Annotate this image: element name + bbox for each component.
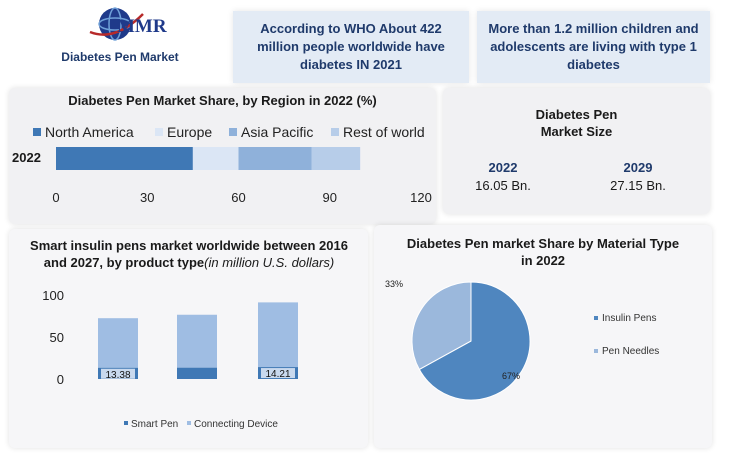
legend-label-europe: Europe (167, 124, 213, 140)
legend-swatch-asia-pacific (229, 128, 237, 136)
bar-connecting-device-2016 (98, 318, 138, 368)
region-chart-title: Diabetes Pen Market Share, by Region in … (68, 93, 377, 108)
smart-pen-chart-title: Smart insulin pens market worldwide betw… (29, 237, 349, 271)
market-size-title-line1: Diabetes Pen (535, 107, 618, 122)
pie-slice-insulin-pens (418, 281, 531, 401)
x-tick-label: 120 (410, 190, 432, 205)
data-label-smart-pen-2016: 13.38 (105, 370, 130, 381)
x-tick-label: 30 (140, 190, 154, 205)
legend-label-pen-needles: Pen Needles (602, 346, 659, 357)
legend-label-asia-pacific: Asia Pacific (241, 124, 314, 140)
fact-text-children: More than 1.2 million children and adole… (488, 21, 699, 72)
bar-segment-europe (192, 147, 239, 170)
bar-connecting-device-2021 (177, 314, 217, 368)
bar-segment-north-america (56, 147, 193, 170)
market-size-title-line2: Market Size (540, 124, 613, 139)
fact-text-who: According to WHO About 422 million peopl… (257, 21, 445, 72)
bar-segment-rest-of-world (311, 147, 361, 170)
region-share-panel: Diabetes Pen Market Share, by Region in … (9, 88, 436, 224)
legend-label-smart-pen: Smart Pen (131, 419, 178, 430)
legend-swatch-rest-of-world (331, 128, 339, 136)
smart-pen-stacked-bars: 100 50 0 13.38 14.21 Smart Pen Connecting Devi… (42, 288, 298, 430)
legend-swatch-connecting-device (187, 421, 191, 425)
smart-pen-title-main: Smart insulin pens market worldwide betw… (30, 238, 348, 270)
smart-pen-panel: Smart insulin pens market worldwide betw… (9, 229, 368, 448)
material-share-panel: Diabetes Pen market Share by Material Ty… (374, 225, 712, 448)
pie-slice-pen-needles (411, 281, 472, 371)
legend-asia-pacific: Asia Pacific (229, 124, 313, 140)
fact-box-who: According to WHO About 422 million peopl… (233, 11, 469, 83)
mmr-logo: MMR Diabetes Pen Market (60, 4, 200, 64)
brand-name: MMR (117, 16, 167, 37)
region-stacked-bar: 0 30 60 90 120 (52, 147, 432, 205)
fact-box-children: More than 1.2 million children and adole… (477, 11, 710, 83)
market-size-year-2029: 2029 (623, 160, 653, 175)
market-size-year-2022: 2022 (488, 160, 518, 175)
bar-connecting-device-2027 (258, 302, 298, 368)
region-category-label: 2022 (12, 150, 41, 165)
legend-label-connecting-device: Connecting Device (194, 419, 278, 430)
bar-smart-pen-2021 (177, 367, 217, 379)
x-tick-label: 90 (323, 190, 337, 205)
market-size-value-2029: 27.15 Bn. (610, 178, 666, 193)
legend-swatch-smart-pen (124, 421, 128, 425)
x-tick-label: 60 (231, 190, 245, 205)
legend-swatch-north-america (33, 128, 41, 136)
smart-pen-title-unit: (in million U.S. dollars) (204, 255, 335, 270)
market-size-value-2022: 16.05 Bn. (475, 178, 531, 193)
x-tick-label: 0 (52, 190, 59, 205)
legend-swatch-insulin-pens (594, 316, 598, 320)
legend-label-north-america: North America (45, 124, 134, 140)
data-label-bg (101, 368, 135, 379)
material-chart-title: Diabetes Pen market Share by Material Ty… (406, 236, 680, 268)
legend-swatch-pen-needles (594, 349, 598, 353)
pie-data-label-insulin-pens: 67% (502, 371, 520, 381)
pie-data-label-pen-needles: 33% (385, 279, 403, 289)
y-tick-label: 100 (42, 288, 64, 303)
bar-segment-asia-pacific (238, 147, 312, 170)
globe-icon (89, 7, 144, 41)
legend-north-america: North America (33, 124, 134, 140)
legend-label-insulin-pens: Insulin Pens (602, 313, 656, 324)
y-tick-label: 0 (57, 372, 64, 387)
data-label-bg (261, 368, 295, 379)
legend-rest-of-world: Rest of world (331, 124, 425, 140)
legend-europe: Europe (155, 124, 212, 140)
legend-label-rest-of-world: Rest of world (343, 124, 425, 140)
page-subtitle: Diabetes Pen Market (61, 50, 179, 64)
market-size-panel: Diabetes Pen Market Size 2022 16.05 Bn. … (443, 88, 710, 214)
data-label-smart-pen-2027: 14.21 (265, 369, 290, 380)
legend-swatch-europe (155, 128, 163, 136)
y-tick-label: 50 (50, 330, 64, 345)
material-pie-chart: 67% 33% Insulin Pens Pen Needles (385, 279, 659, 401)
